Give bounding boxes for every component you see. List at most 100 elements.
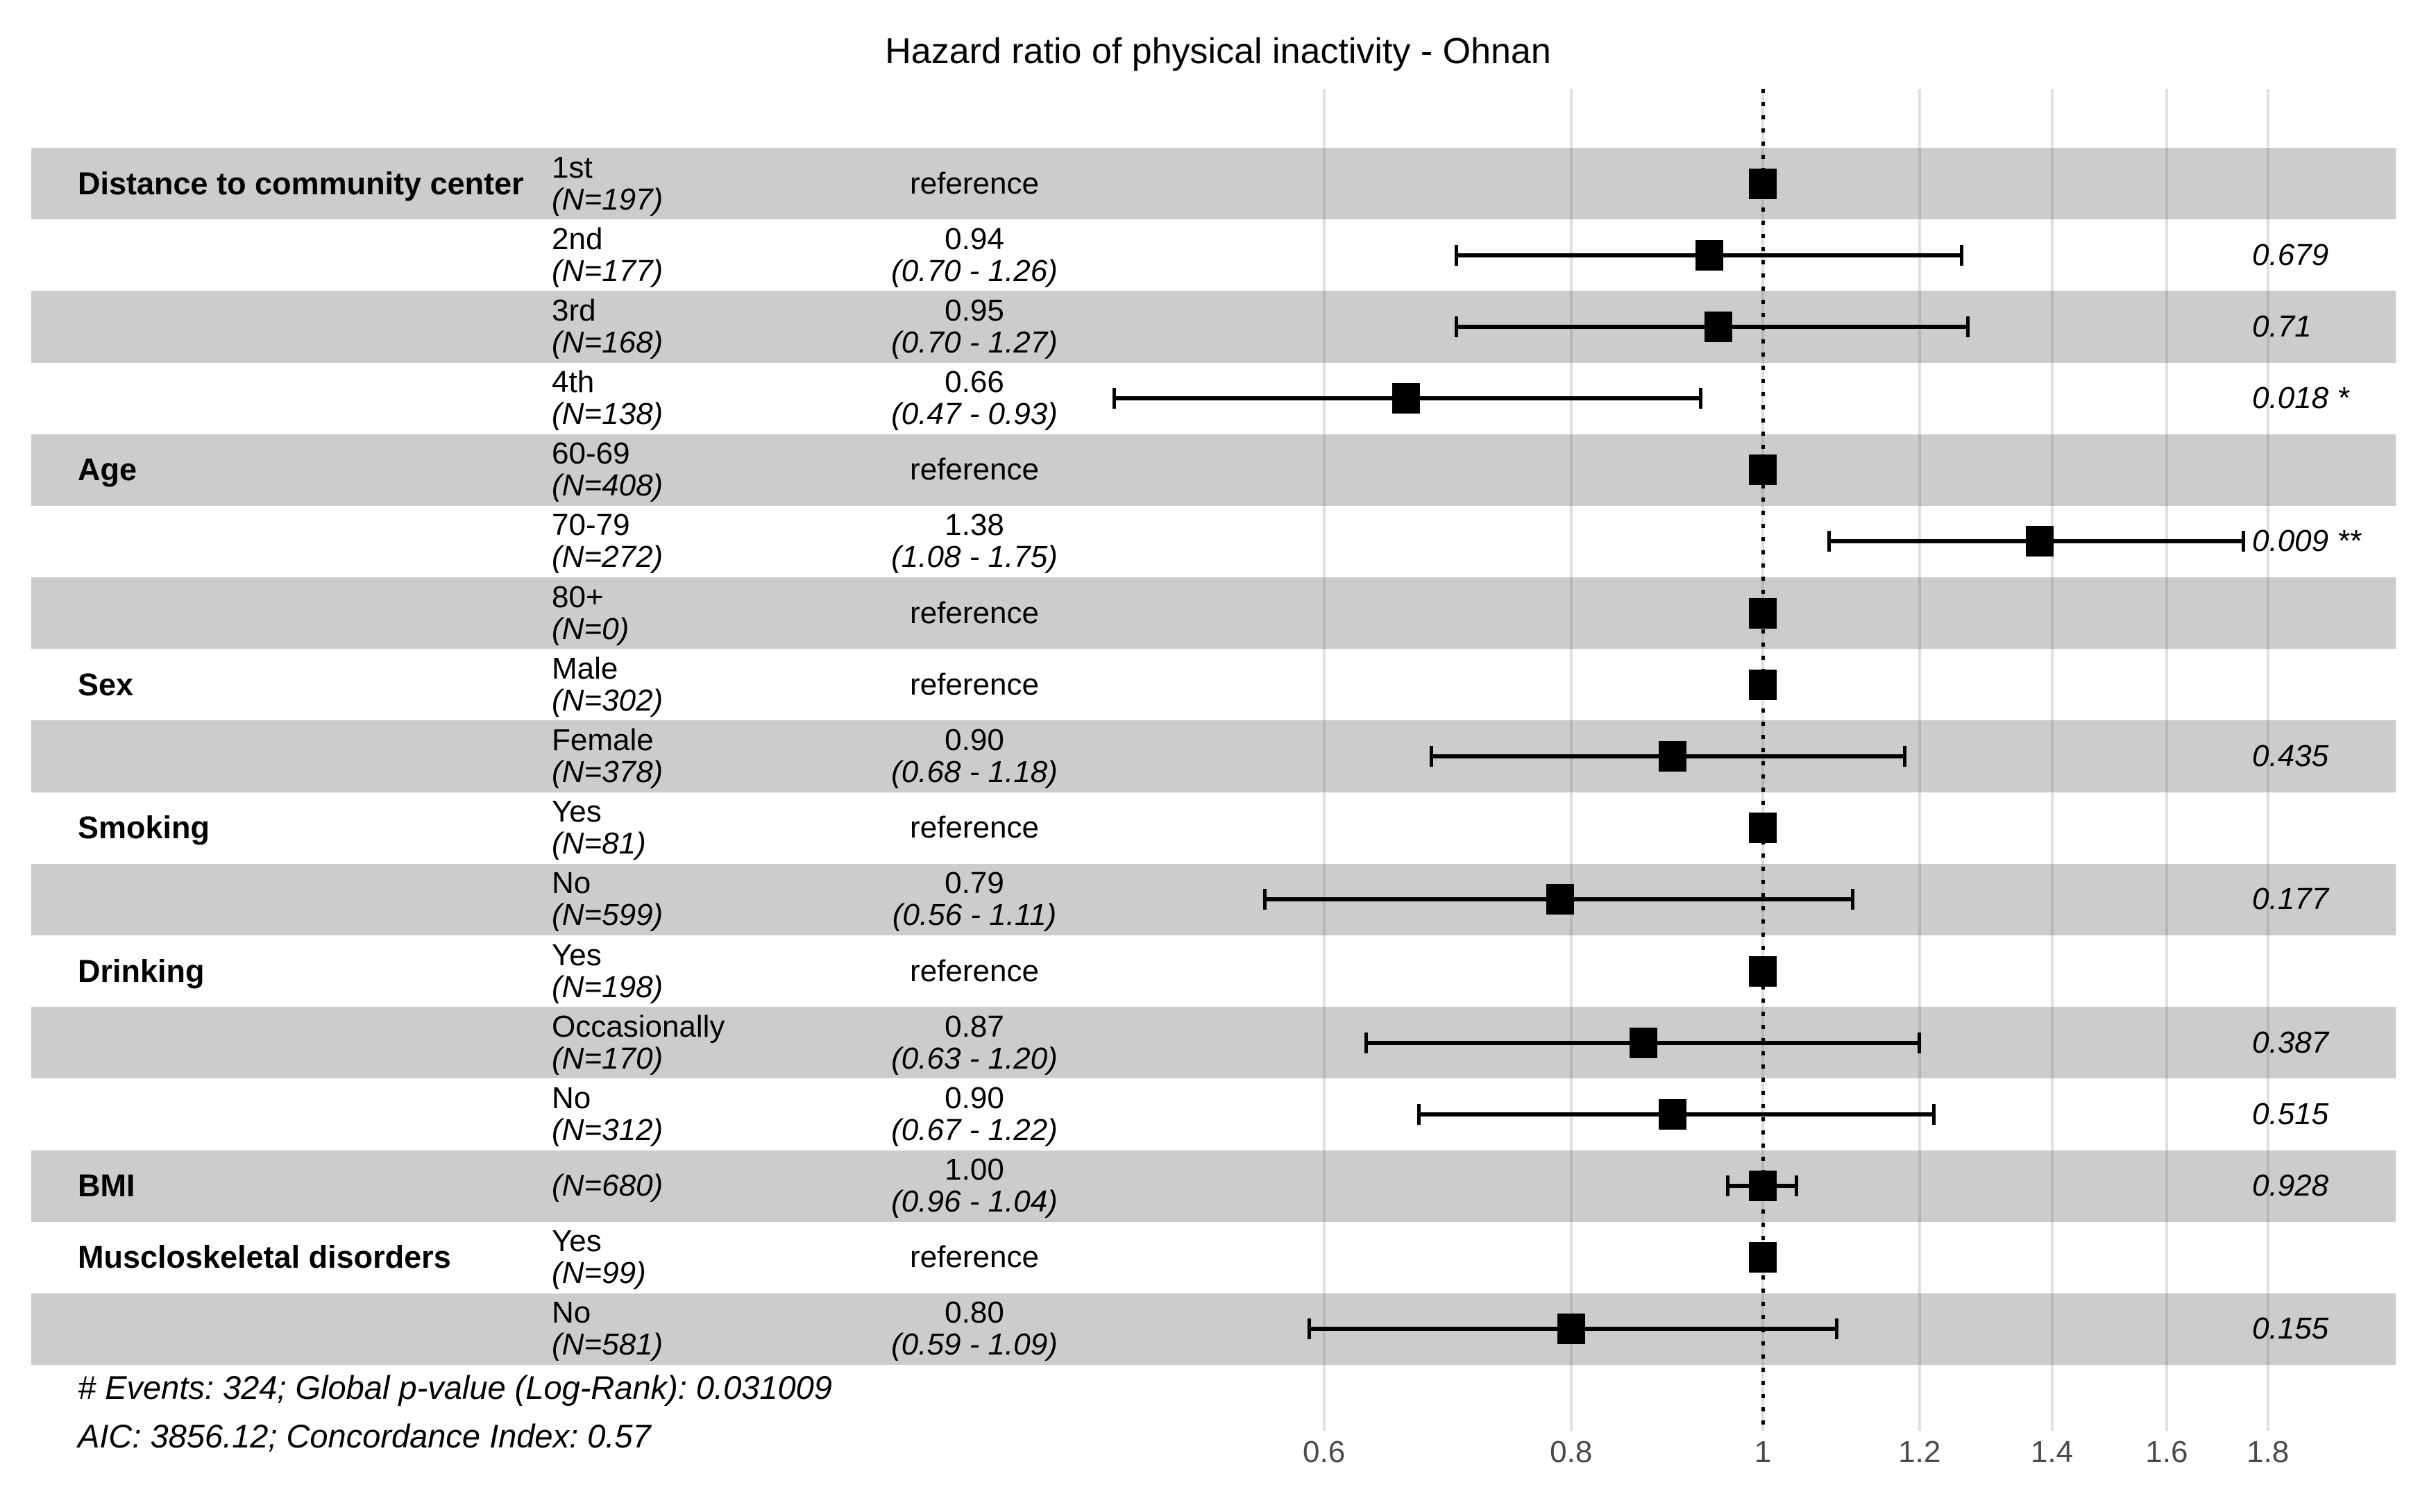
p-value: 0.387: [2252, 1025, 2329, 1060]
estimate-cell: reference: [910, 166, 1039, 201]
ci-cap-right: [1959, 244, 1963, 266]
p-value: 0.928: [2252, 1169, 2329, 1203]
estimate-value: 0.90: [945, 723, 1004, 758]
x-gridline: [1918, 89, 1921, 1431]
zebra-band: [31, 863, 2396, 935]
level-cell: 1st (N=197): [552, 150, 663, 216]
variable-label: Drinking: [78, 953, 205, 989]
point-estimate-marker: [1546, 884, 1575, 915]
level-cell: (N=680): [552, 1170, 663, 1202]
point-estimate-marker: [1749, 813, 1777, 844]
estimate-value: 0.80: [945, 1296, 1004, 1330]
ci-cap-right: [1850, 889, 1854, 910]
level-name: 4th: [552, 365, 595, 400]
level-n: (N=197): [552, 182, 663, 216]
estimate-reference: reference: [910, 166, 1039, 201]
estimate-ci: (0.56 - 1.11): [892, 898, 1057, 933]
estimate-value: 0.94: [945, 221, 1004, 256]
level-name: 1st: [552, 150, 593, 185]
level-n: (N=312): [552, 1112, 663, 1147]
ci-cap-left: [1308, 1318, 1312, 1340]
level-cell: No (N=312): [552, 1082, 663, 1146]
estimate-cell: 0.66 (0.47 - 0.93): [891, 366, 1058, 430]
level-name: Yes: [552, 795, 602, 829]
ci-cap-left: [1262, 889, 1267, 910]
estimate-cell: reference: [910, 668, 1039, 701]
estimate-reference: reference: [910, 810, 1039, 845]
variable-label: Age: [78, 452, 137, 488]
point-estimate-marker: [1695, 239, 1724, 271]
estimate-ci: (0.63 - 1.20): [891, 1041, 1058, 1076]
ci-cap-left: [1416, 1103, 1421, 1125]
level-n: (N=198): [552, 969, 663, 1004]
zebra-band: [31, 148, 2396, 220]
variable-label: Sex: [78, 666, 134, 702]
variable-label: Distance to community center: [78, 165, 524, 201]
zebra-band: [31, 1007, 2396, 1079]
point-estimate-marker: [1629, 1027, 1657, 1058]
estimate-cell: 0.90 (0.67 - 1.22): [891, 1082, 1058, 1146]
level-n: (N=272): [552, 540, 663, 575]
estimate-reference: reference: [910, 953, 1039, 988]
estimate-cell: reference: [910, 1241, 1039, 1273]
point-estimate-marker: [1749, 955, 1777, 987]
point-estimate-marker: [1557, 1314, 1585, 1345]
point-estimate-marker: [1392, 383, 1420, 414]
level-cell: Occasionally (N=170): [552, 1010, 725, 1075]
estimate-cell: reference: [910, 955, 1039, 987]
variable-label: BMI: [78, 1168, 135, 1204]
x-tick-label: 1: [1754, 1435, 1772, 1469]
x-tick-label: 0.6: [1303, 1435, 1346, 1469]
estimate-ci: (0.70 - 1.26): [891, 253, 1058, 288]
estimate-cell: reference: [910, 597, 1039, 629]
ci-cap-left: [1454, 316, 1458, 337]
zebra-band: [31, 720, 2396, 792]
estimate-cell: 1.00 (0.96 - 1.04): [891, 1154, 1058, 1218]
ci-cap-right: [1918, 1032, 1922, 1053]
ci-cap-right: [1966, 316, 1970, 337]
estimate-ci: (0.67 - 1.22): [891, 1112, 1058, 1147]
level-n: (N=168): [552, 325, 663, 359]
estimate-value: 1.38: [945, 508, 1004, 543]
zebra-band: [31, 291, 2396, 363]
point-estimate-marker: [1705, 311, 1733, 342]
point-estimate-marker: [1749, 1242, 1777, 1273]
level-name: 80+: [552, 579, 604, 614]
estimate-cell: 0.90 (0.68 - 1.18): [891, 724, 1058, 788]
level-cell: 2nd (N=177): [552, 223, 663, 287]
estimate-ci: (0.68 - 1.18): [891, 755, 1058, 790]
level-n: (N=0): [552, 611, 629, 646]
x-gridline: [1569, 89, 1573, 1431]
ci-cap-left: [1454, 244, 1458, 266]
ci-cap-left: [1364, 1032, 1368, 1053]
level-cell: Yes (N=81): [552, 796, 646, 860]
ci-cap-right: [1795, 1175, 1799, 1197]
point-estimate-marker: [2025, 526, 2054, 557]
p-value: 0.018 *: [2252, 381, 2349, 416]
point-estimate-marker: [1749, 597, 1777, 629]
level-cell: Male (N=302): [552, 652, 663, 717]
ci-cap-left: [1112, 388, 1116, 409]
level-cell: No (N=581): [552, 1297, 663, 1361]
estimate-value: 0.90: [945, 1080, 1004, 1115]
ci-cap-left: [1430, 746, 1434, 767]
ci-cap-left: [1827, 531, 1831, 552]
estimate-ci: (0.96 - 1.04): [891, 1184, 1058, 1219]
estimate-reference: reference: [910, 1240, 1039, 1275]
estimate-cell: 0.79 (0.56 - 1.11): [893, 867, 1056, 931]
estimate-value: 0.79: [945, 866, 1004, 901]
level-name: 3rd: [552, 293, 596, 328]
level-cell: 4th (N=138): [552, 366, 663, 430]
level-name: 70-79: [552, 508, 630, 543]
level-name: No: [552, 1080, 591, 1115]
zebra-band: [31, 577, 2396, 649]
estimate-value: 0.66: [945, 365, 1004, 400]
estimate-ci: (0.59 - 1.09): [891, 1327, 1058, 1362]
level-cell: 70-79 (N=272): [552, 509, 663, 573]
level-n: (N=599): [552, 898, 663, 933]
level-name: Yes: [552, 1224, 602, 1259]
level-cell: No (N=599): [552, 867, 663, 931]
